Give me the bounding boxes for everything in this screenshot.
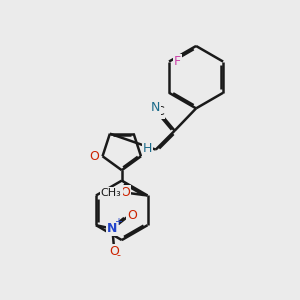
Text: CH₃: CH₃ xyxy=(101,188,122,198)
Text: +: + xyxy=(114,217,122,227)
Text: O: O xyxy=(89,150,99,163)
Text: H: H xyxy=(143,142,152,154)
Text: O: O xyxy=(127,209,137,223)
Text: O: O xyxy=(109,245,119,258)
Text: -: - xyxy=(117,250,121,260)
Text: N: N xyxy=(150,101,160,114)
Text: O: O xyxy=(120,186,130,199)
Text: F: F xyxy=(174,55,181,68)
Text: C: C xyxy=(156,105,164,118)
Text: N: N xyxy=(107,222,118,235)
